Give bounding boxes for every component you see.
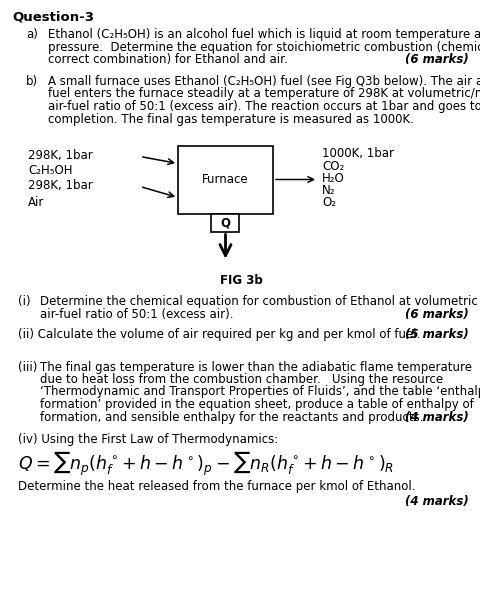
Text: H₂O: H₂O: [321, 171, 344, 185]
Text: air-fuel ratio of 50:1 (excess air).: air-fuel ratio of 50:1 (excess air).: [40, 308, 233, 321]
Text: (iii): (iii): [18, 361, 37, 373]
Text: O₂: O₂: [321, 195, 336, 209]
Text: air-fuel ratio of 50:1 (excess air). The reaction occurs at 1bar and goes to: air-fuel ratio of 50:1 (excess air). The…: [48, 100, 480, 113]
Text: b): b): [26, 75, 38, 88]
Text: (5 marks): (5 marks): [405, 328, 468, 341]
Text: (4 marks): (4 marks): [405, 411, 468, 423]
Text: 298K, 1bar: 298K, 1bar: [28, 148, 93, 162]
Text: a): a): [26, 28, 38, 41]
Text: A small furnace uses Ethanol (C₂H₅OH) fuel (see Fig Q3b below). The air and: A small furnace uses Ethanol (C₂H₅OH) fu…: [48, 75, 480, 88]
Text: CO₂: CO₂: [321, 160, 344, 172]
Text: FIG 3b: FIG 3b: [219, 274, 262, 286]
Text: due to heat loss from the combustion chamber.   Using the resource: due to heat loss from the combustion cha…: [40, 373, 442, 386]
Text: Determine the chemical equation for combustion of Ethanol at volumetric: Determine the chemical equation for comb…: [40, 295, 477, 309]
Bar: [211, 213, 239, 232]
Text: C₂H₅OH: C₂H₅OH: [28, 163, 72, 177]
Text: Question-3: Question-3: [12, 10, 94, 23]
Text: 1000K, 1bar: 1000K, 1bar: [321, 148, 393, 160]
Text: The final gas temperature is lower than the adiabatic flame temperature: The final gas temperature is lower than …: [40, 361, 471, 373]
Text: completion. The final gas temperature is measured as 1000K.: completion. The final gas temperature is…: [48, 113, 413, 125]
Text: formation’ provided in the equation sheet, produce a table of enthalpy of: formation’ provided in the equation shee…: [40, 398, 473, 411]
Text: $Q=\sum n_p(h_f^\circ\!+h-h^\circ)_p-\sum n_R(h_f^\circ\!+h-h^\circ)_R$: $Q=\sum n_p(h_f^\circ\!+h-h^\circ)_p-\su…: [18, 450, 394, 478]
Text: 298K, 1bar: 298K, 1bar: [28, 178, 93, 192]
Text: formation, and sensible enthalpy for the reactants and products.: formation, and sensible enthalpy for the…: [40, 411, 422, 423]
Bar: [178, 145, 273, 213]
Text: (6 marks): (6 marks): [405, 308, 468, 321]
Text: N₂: N₂: [321, 183, 335, 197]
Text: fuel enters the furnace steadily at a temperature of 298K at volumetric/molar: fuel enters the furnace steadily at a te…: [48, 87, 480, 101]
Text: correct combination) for Ethanol and air.: correct combination) for Ethanol and air…: [48, 53, 287, 66]
Text: Ethanol (C₂H₅OH) is an alcohol fuel which is liquid at room temperature and: Ethanol (C₂H₅OH) is an alcohol fuel whic…: [48, 28, 480, 41]
Text: (ii) Calculate the volume of air required per kg and per kmol of fuel.: (ii) Calculate the volume of air require…: [18, 328, 420, 341]
Text: ‘Thermodynamic and Transport Properties of Fluids’, and the table ‘enthalpy of: ‘Thermodynamic and Transport Properties …: [40, 385, 480, 399]
Text: (4 marks): (4 marks): [405, 496, 468, 508]
Text: (iv) Using the First Law of Thermodynamics:: (iv) Using the First Law of Thermodynami…: [18, 432, 277, 446]
Text: Air: Air: [28, 195, 44, 209]
Text: Furnace: Furnace: [202, 173, 248, 186]
Text: Q: Q: [220, 216, 230, 229]
Text: Determine the heat released from the furnace per kmol of Ethanol.: Determine the heat released from the fur…: [18, 480, 415, 493]
Text: (i): (i): [18, 295, 31, 309]
Text: pressure.  Determine the equation for stoichiometric combustion (chemically: pressure. Determine the equation for sto…: [48, 40, 480, 54]
Text: (6 marks): (6 marks): [405, 53, 468, 66]
